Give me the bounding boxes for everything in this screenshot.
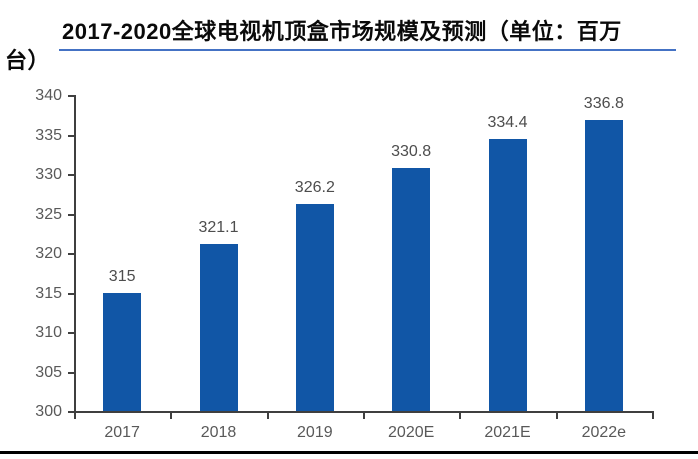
bar (199, 244, 238, 411)
y-tick-label: 330 (35, 166, 62, 183)
y-tick-label: 310 (35, 324, 62, 341)
x-tick-mark (363, 413, 365, 419)
y-tick-mark (68, 411, 74, 413)
chart-title-line-2: 台） (5, 48, 51, 73)
y-tick-mark (68, 253, 74, 255)
x-axis-label: 2022e (581, 424, 627, 441)
bar (584, 120, 623, 411)
y-tick-mark (68, 213, 74, 216)
title-underline (59, 49, 676, 51)
x-axis-label: 2020E (388, 424, 435, 441)
y-tick-label: 315 (35, 284, 62, 302)
x-tick-mark (170, 413, 173, 419)
x-tick-mark (74, 413, 76, 419)
y-tick-mark (68, 174, 74, 176)
y-tick-mark (68, 332, 74, 334)
bar (488, 139, 527, 411)
bar-value-label: 315 (108, 267, 136, 285)
x-tick-mark (459, 413, 462, 419)
bottom-divider (0, 451, 698, 454)
bar (392, 167, 431, 411)
y-tick-label: 300 (35, 403, 62, 420)
x-tick-mark (266, 413, 269, 419)
y-tick-label: 335 (35, 126, 62, 144)
x-axis-label: 2017 (104, 424, 140, 441)
y-tick-mark (68, 371, 74, 374)
bar-value-label: 326.2 (294, 179, 335, 197)
y-tick-label: 325 (35, 205, 62, 223)
y-axis-line (74, 95, 76, 413)
bar-value-label: 330.8 (391, 142, 432, 160)
x-axis-label: 2019 (297, 424, 333, 441)
y-tick-mark (68, 95, 74, 97)
y-tick-mark (68, 134, 74, 137)
x-tick-mark (652, 413, 654, 419)
x-axis-label: 2018 (200, 424, 237, 441)
y-tick-label: 305 (35, 363, 62, 381)
bar-value-label: 336.8 (583, 95, 624, 113)
bar-value-label: 334.4 (487, 114, 528, 132)
y-tick-label: 340 (35, 87, 62, 104)
x-axis-line (74, 411, 654, 413)
y-tick-label: 320 (35, 245, 62, 262)
x-axis-label: 2021E (484, 424, 531, 441)
bar (103, 292, 142, 411)
bar (295, 204, 334, 411)
chart-title-line-1: 2017-2020全球电视机顶盒市场规模及预测（单位：百万 (62, 19, 622, 44)
bar-value-label: 321.1 (198, 219, 239, 237)
x-tick-mark (555, 413, 558, 419)
y-tick-mark (68, 292, 74, 295)
